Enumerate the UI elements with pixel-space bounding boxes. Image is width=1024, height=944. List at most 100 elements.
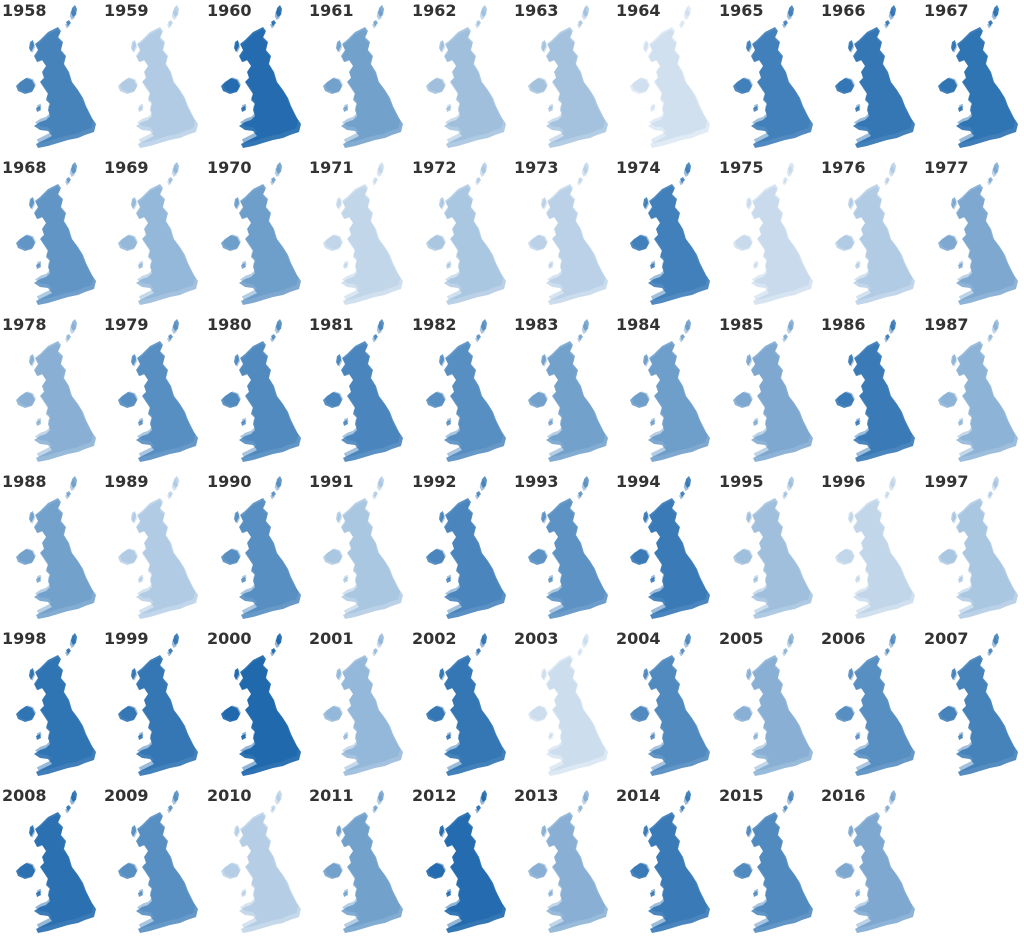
year-label: 1967 bbox=[924, 1, 969, 20]
uk-map-1979 bbox=[102, 314, 205, 471]
uk-map-1982 bbox=[410, 314, 513, 471]
year-label: 1959 bbox=[104, 1, 149, 20]
year-panel-1988: 1988 bbox=[0, 471, 103, 628]
year-label: 1971 bbox=[309, 158, 354, 177]
uk-map-2007 bbox=[922, 628, 1024, 785]
year-label: 1970 bbox=[207, 158, 252, 177]
year-panel-2002: 2002 bbox=[410, 628, 513, 785]
uk-map-1959 bbox=[102, 0, 205, 157]
uk-map-1987 bbox=[922, 314, 1024, 471]
year-label: 1994 bbox=[616, 472, 661, 491]
uk-map-1971 bbox=[307, 157, 410, 314]
year-label: 1998 bbox=[2, 629, 47, 648]
uk-map-1962 bbox=[410, 0, 513, 157]
uk-map-1966 bbox=[819, 0, 922, 157]
uk-map-1970 bbox=[205, 157, 308, 314]
uk-map-1992 bbox=[410, 471, 513, 628]
uk-map-1980 bbox=[205, 314, 308, 471]
year-label: 1990 bbox=[207, 472, 252, 491]
year-panel-1962: 1962 bbox=[410, 0, 513, 157]
year-label: 2012 bbox=[412, 786, 457, 805]
year-panel-2013: 2013 bbox=[512, 785, 615, 942]
year-panel-2015: 2015 bbox=[717, 785, 820, 942]
year-panel-2011: 2011 bbox=[307, 785, 410, 942]
year-label: 1962 bbox=[412, 1, 457, 20]
uk-map-2012 bbox=[410, 785, 513, 942]
uk-map-1972 bbox=[410, 157, 513, 314]
year-panel-1992: 1992 bbox=[410, 471, 513, 628]
year-label: 1997 bbox=[924, 472, 969, 491]
year-panel-1963: 1963 bbox=[512, 0, 615, 157]
year-label: 1977 bbox=[924, 158, 969, 177]
year-panel-1975: 1975 bbox=[717, 157, 820, 314]
year-label: 2015 bbox=[719, 786, 764, 805]
year-panel-2004: 2004 bbox=[614, 628, 717, 785]
year-label: 1980 bbox=[207, 315, 252, 334]
year-label: 2016 bbox=[821, 786, 866, 805]
uk-map-1996 bbox=[819, 471, 922, 628]
year-label: 1999 bbox=[104, 629, 149, 648]
year-panel-1968: 1968 bbox=[0, 157, 103, 314]
uk-map-2013 bbox=[512, 785, 615, 942]
year-label: 1960 bbox=[207, 1, 252, 20]
year-panel-1982: 1982 bbox=[410, 314, 513, 471]
year-panel-1972: 1972 bbox=[410, 157, 513, 314]
year-panel-1977: 1977 bbox=[922, 157, 1024, 314]
uk-map-1960 bbox=[205, 0, 308, 157]
year-panel-2003: 2003 bbox=[512, 628, 615, 785]
uk-map-1994 bbox=[614, 471, 717, 628]
year-label: 1981 bbox=[309, 315, 354, 334]
uk-map-1998 bbox=[0, 628, 103, 785]
uk-map-1988 bbox=[0, 471, 103, 628]
uk-map-2014 bbox=[614, 785, 717, 942]
uk-map-1995 bbox=[717, 471, 820, 628]
year-panel-1995: 1995 bbox=[717, 471, 820, 628]
year-label: 1976 bbox=[821, 158, 866, 177]
year-panel-2007: 2007 bbox=[922, 628, 1024, 785]
year-label: 1961 bbox=[309, 1, 354, 20]
year-panel-1961: 1961 bbox=[307, 0, 410, 157]
year-label: 1979 bbox=[104, 315, 149, 334]
year-panel-1967: 1967 bbox=[922, 0, 1024, 157]
uk-map-1978 bbox=[0, 314, 103, 471]
year-panel-2001: 2001 bbox=[307, 628, 410, 785]
uk-map-1964 bbox=[614, 0, 717, 157]
year-label: 1985 bbox=[719, 315, 764, 334]
year-panel-1990: 1990 bbox=[205, 471, 308, 628]
year-label: 1992 bbox=[412, 472, 457, 491]
uk-map-2003 bbox=[512, 628, 615, 785]
uk-map-1975 bbox=[717, 157, 820, 314]
uk-map-1969 bbox=[102, 157, 205, 314]
year-panel-1985: 1985 bbox=[717, 314, 820, 471]
uk-map-1986 bbox=[819, 314, 922, 471]
year-panel-1974: 1974 bbox=[614, 157, 717, 314]
year-label: 2008 bbox=[2, 786, 47, 805]
uk-map-2001 bbox=[307, 628, 410, 785]
uk-map-2000 bbox=[205, 628, 308, 785]
year-panel-2014: 2014 bbox=[614, 785, 717, 942]
year-panel-1987: 1987 bbox=[922, 314, 1024, 471]
uk-map-1985 bbox=[717, 314, 820, 471]
year-label: 1969 bbox=[104, 158, 149, 177]
year-label: 2014 bbox=[616, 786, 661, 805]
year-label: 1986 bbox=[821, 315, 866, 334]
year-panel-2010: 2010 bbox=[205, 785, 308, 942]
year-panel-2000: 2000 bbox=[205, 628, 308, 785]
year-label: 2011 bbox=[309, 786, 354, 805]
uk-map-2011 bbox=[307, 785, 410, 942]
year-label: 2001 bbox=[309, 629, 354, 648]
uk-map-1977 bbox=[922, 157, 1024, 314]
year-panel-1993: 1993 bbox=[512, 471, 615, 628]
year-panel-1979: 1979 bbox=[102, 314, 205, 471]
year-panel-2005: 2005 bbox=[717, 628, 820, 785]
uk-map-1997 bbox=[922, 471, 1024, 628]
uk-map-1961 bbox=[307, 0, 410, 157]
uk-map-1993 bbox=[512, 471, 615, 628]
uk-map-1983 bbox=[512, 314, 615, 471]
year-label: 1982 bbox=[412, 315, 457, 334]
year-panel-1960: 1960 bbox=[205, 0, 308, 157]
uk-map-1990 bbox=[205, 471, 308, 628]
uk-map-2016 bbox=[819, 785, 922, 942]
uk-map-1968 bbox=[0, 157, 103, 314]
uk-map-1981 bbox=[307, 314, 410, 471]
